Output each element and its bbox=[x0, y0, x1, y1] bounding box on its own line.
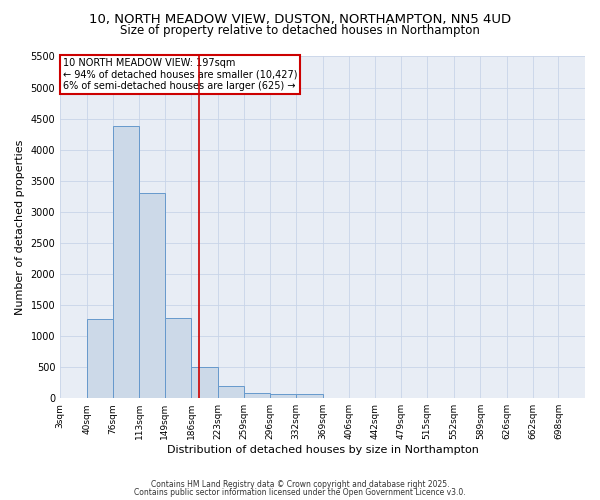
Bar bbox=[191, 367, 218, 398]
Text: 10 NORTH MEADOW VIEW: 197sqm
← 94% of detached houses are smaller (10,427)
6% of: 10 NORTH MEADOW VIEW: 197sqm ← 94% of de… bbox=[63, 58, 297, 92]
Text: 10, NORTH MEADOW VIEW, DUSTON, NORTHAMPTON, NN5 4UD: 10, NORTH MEADOW VIEW, DUSTON, NORTHAMPT… bbox=[89, 12, 511, 26]
Bar bbox=[139, 192, 165, 398]
Text: Contains HM Land Registry data © Crown copyright and database right 2025.: Contains HM Land Registry data © Crown c… bbox=[151, 480, 449, 489]
Bar bbox=[86, 320, 113, 398]
Bar bbox=[113, 126, 139, 398]
Bar bbox=[244, 392, 270, 398]
X-axis label: Distribution of detached houses by size in Northampton: Distribution of detached houses by size … bbox=[167, 445, 479, 455]
Y-axis label: Number of detached properties: Number of detached properties bbox=[15, 140, 25, 315]
Bar bbox=[165, 318, 191, 398]
Bar bbox=[270, 394, 296, 398]
Text: Contains public sector information licensed under the Open Government Licence v3: Contains public sector information licen… bbox=[134, 488, 466, 497]
Text: Size of property relative to detached houses in Northampton: Size of property relative to detached ho… bbox=[120, 24, 480, 37]
Bar bbox=[218, 386, 244, 398]
Bar bbox=[296, 394, 323, 398]
